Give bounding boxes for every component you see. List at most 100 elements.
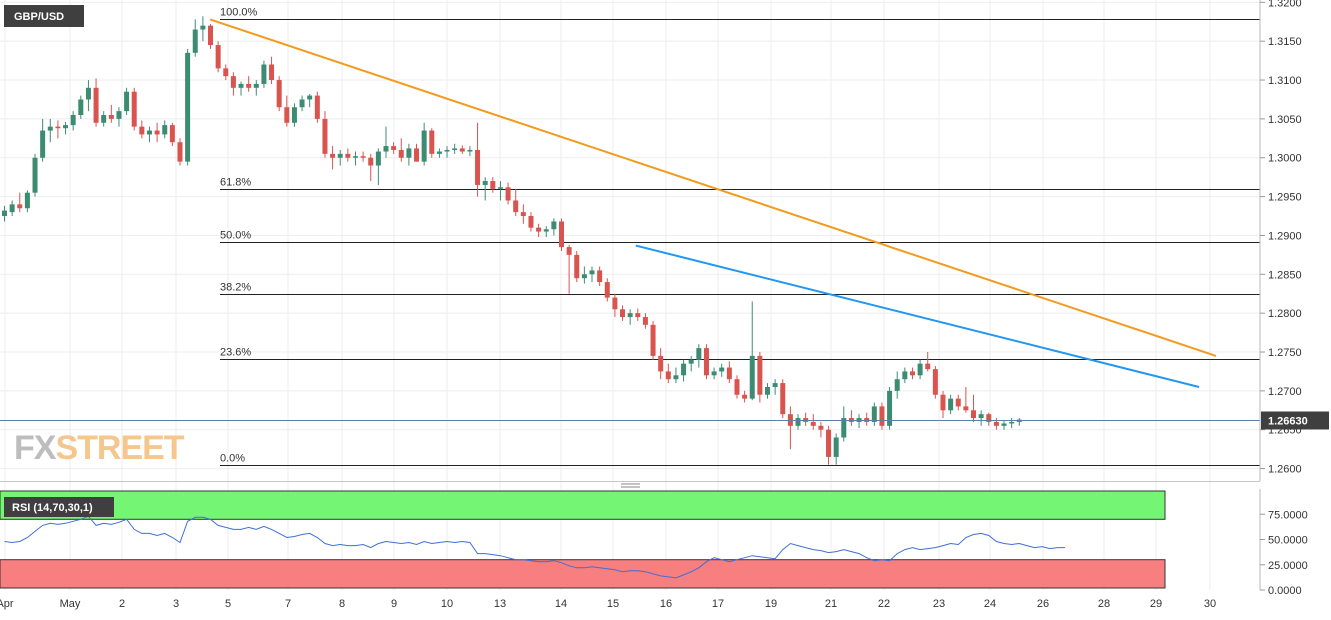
time-axis: Apr May 2 3 5 7 8 9 10 13 14 15 16 17 19 21 22 23 24 26 28 29… bbox=[0, 598, 1216, 610]
candle-body bbox=[436, 151, 442, 154]
candle-body bbox=[9, 204, 15, 213]
candle-body bbox=[421, 130, 427, 162]
candle-body bbox=[154, 130, 160, 135]
candle-body bbox=[444, 149, 450, 152]
rsi-title-box bbox=[4, 497, 114, 517]
price-axis: 1.3200 1.3150 1.3100 1.3050 1.3000 1.2950 1.29… bbox=[1259, 0, 1302, 481]
rsi-title: RSI (14,70,30,1) bbox=[12, 502, 93, 514]
candle-body bbox=[703, 348, 709, 376]
candle-body bbox=[665, 371, 671, 380]
candle-body bbox=[765, 386, 770, 395]
candle-body bbox=[887, 390, 893, 426]
candle-body bbox=[780, 383, 786, 415]
candle-body bbox=[307, 95, 313, 100]
price-tick-label: 1.2750 bbox=[1268, 347, 1302, 359]
rsi-tick-label: 75.0000 bbox=[1268, 509, 1308, 521]
candle-body bbox=[1001, 423, 1007, 426]
price-tick-label: 1.3100 bbox=[1268, 75, 1302, 87]
candle-body bbox=[169, 125, 175, 143]
candle-body bbox=[635, 313, 641, 318]
candle-body bbox=[398, 149, 404, 158]
candle-body bbox=[620, 309, 626, 318]
time-tick-label: 22 bbox=[878, 598, 890, 610]
price-tag-label: 1.26630 bbox=[1268, 416, 1308, 428]
candle-body bbox=[658, 355, 664, 372]
candle-body bbox=[742, 394, 748, 399]
candle-body bbox=[871, 406, 877, 422]
time-tick-label: 30 bbox=[1204, 598, 1216, 610]
rsi-overbought-band bbox=[0, 490, 1166, 520]
candle-body bbox=[993, 421, 999, 426]
watermark-logo: FXSTREET bbox=[14, 429, 185, 467]
time-tick-label: 7 bbox=[285, 598, 291, 610]
watermark-part-street: STREET bbox=[55, 429, 184, 467]
candle-body bbox=[131, 91, 137, 127]
rsi-line bbox=[4, 515, 1066, 579]
candle-body bbox=[902, 371, 908, 380]
price-tick-label: 1.2900 bbox=[1268, 230, 1302, 242]
candle-body bbox=[932, 369, 938, 395]
fib-level-label: 0.0% bbox=[220, 453, 245, 465]
candle-body bbox=[230, 76, 236, 88]
price-tick-label: 1.2600 bbox=[1268, 464, 1302, 476]
rsi-oversold-band bbox=[0, 559, 1166, 589]
candle-body bbox=[642, 317, 648, 325]
price-tick-label: 1.3050 bbox=[1268, 114, 1302, 126]
candle-body bbox=[85, 87, 91, 100]
candle-body bbox=[459, 148, 465, 152]
time-tick-label: 8 bbox=[339, 598, 345, 610]
candle-body bbox=[925, 363, 931, 370]
candle-body bbox=[116, 111, 122, 119]
time-tick-label: 5 bbox=[225, 598, 231, 610]
rsi-tick-label: 0.0000 bbox=[1268, 585, 1302, 597]
candle-body bbox=[726, 367, 732, 380]
time-tick-label: 15 bbox=[607, 598, 619, 610]
watermark-part-fx: FX bbox=[14, 429, 57, 467]
candle-body bbox=[520, 212, 526, 217]
candle-body bbox=[978, 414, 984, 419]
price-tick-label: 1.3000 bbox=[1268, 153, 1302, 165]
candle-body bbox=[177, 142, 183, 162]
candle-body bbox=[185, 52, 191, 162]
candle-body bbox=[261, 64, 267, 84]
candle-body bbox=[475, 149, 481, 185]
candle-body bbox=[337, 153, 343, 158]
candle-body bbox=[200, 25, 206, 30]
price-tick-label: 1.2700 bbox=[1268, 386, 1302, 398]
time-tick-label: 28 bbox=[1098, 598, 1110, 610]
candle-body bbox=[673, 375, 679, 380]
time-tick-label: Apr bbox=[0, 598, 14, 610]
price-tick-label: 1.2950 bbox=[1268, 192, 1302, 204]
candle-body bbox=[917, 363, 923, 376]
time-tick-label: 21 bbox=[825, 598, 837, 610]
candle-body bbox=[749, 355, 755, 399]
candle-body bbox=[314, 95, 320, 119]
candle-body bbox=[818, 425, 824, 430]
candle-body bbox=[467, 149, 473, 152]
time-tick-label: May bbox=[60, 598, 81, 610]
candle-body bbox=[276, 80, 282, 108]
time-tick-label: 23 bbox=[933, 598, 945, 610]
candle-body bbox=[696, 348, 702, 360]
time-tick-label: 29 bbox=[1150, 598, 1162, 610]
candle-body bbox=[589, 270, 595, 275]
candle-body bbox=[55, 126, 61, 129]
candle-body bbox=[719, 367, 725, 372]
price-tick-label: 1.3150 bbox=[1268, 36, 1302, 48]
candle-body bbox=[108, 115, 114, 119]
time-tick-label: 26 bbox=[1037, 598, 1049, 610]
candles bbox=[2, 16, 1022, 465]
candle-body bbox=[963, 406, 969, 411]
fib-level-label: 100.0% bbox=[220, 7, 258, 19]
rsi-tick-label: 50.0000 bbox=[1268, 535, 1308, 547]
candle-body bbox=[406, 148, 412, 158]
candle-body bbox=[795, 418, 801, 426]
candle-body bbox=[681, 363, 687, 376]
candle-body bbox=[32, 157, 38, 193]
candle-body bbox=[581, 274, 587, 279]
candle-body bbox=[299, 99, 305, 108]
trendline-blue bbox=[635, 244, 1200, 388]
candle-body bbox=[63, 125, 69, 129]
candle-body bbox=[688, 359, 694, 364]
